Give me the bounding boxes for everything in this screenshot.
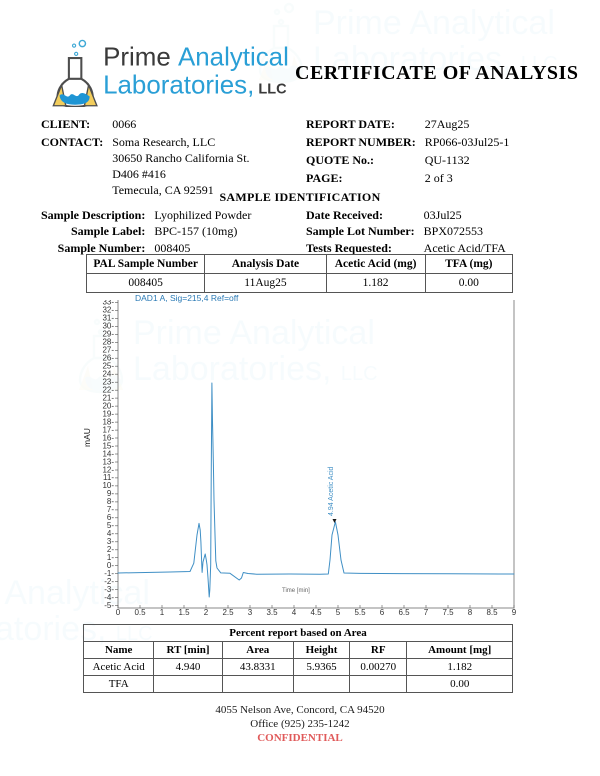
svg-text:0-: 0- [107,561,114,570]
svg-text:27-: 27- [102,346,114,355]
svg-text:30-: 30- [102,322,114,331]
svg-text:21-: 21- [102,393,114,402]
svg-text:5.5: 5.5 [354,608,366,616]
svg-text:2: 2 [204,608,209,616]
svg-text:-2-: -2- [104,577,114,586]
svg-text:7.5: 7.5 [442,608,454,616]
svg-text:4.94 Acetic Acid: 4.94 Acetic Acid [328,466,335,516]
svg-text:14-: 14- [102,449,114,458]
svg-text:29-: 29- [102,330,114,339]
svg-text:5: 5 [336,608,341,616]
svg-text:31-: 31- [102,314,114,323]
svg-text:12-: 12- [102,465,114,474]
svg-text:7: 7 [424,608,429,616]
svg-text:11-: 11- [103,473,114,482]
svg-text:20-: 20- [102,401,114,410]
svg-text:9-: 9- [107,489,114,498]
svg-text:23-: 23- [102,378,114,387]
svg-text:5-: 5- [107,521,114,530]
svg-text:6: 6 [380,608,385,616]
svg-text:-3-: -3- [104,585,114,594]
svg-text:6-: 6- [107,513,114,522]
svg-text:0.5: 0.5 [134,608,146,616]
svg-text:33-: 33- [102,300,114,307]
svg-text:4-: 4- [107,529,114,538]
svg-text:3.5: 3.5 [266,608,278,616]
svg-text:4: 4 [292,608,297,616]
svg-text:-5-: -5- [104,601,114,610]
svg-text:1-: 1- [107,553,114,562]
svg-text:17-: 17- [102,425,114,434]
svg-text:10-: 10- [102,481,114,490]
svg-text:16-: 16- [102,433,114,442]
svg-text:7-: 7- [107,505,114,514]
svg-text:32-: 32- [102,306,114,315]
svg-text:2.5: 2.5 [222,608,234,616]
svg-text:8: 8 [468,608,473,616]
svg-text:19-: 19- [102,409,114,418]
svg-text:0: 0 [116,608,121,616]
svg-text:8-: 8- [107,497,114,506]
svg-text:28-: 28- [102,338,114,347]
svg-text:-1-: -1- [104,569,114,578]
svg-text:9: 9 [512,608,517,616]
svg-text:22-: 22- [102,386,114,395]
svg-text:4.5: 4.5 [310,608,322,616]
svg-text:15-: 15- [102,441,114,450]
svg-text:13-: 13- [102,457,114,466]
svg-text:8.5: 8.5 [486,608,498,616]
svg-text:18-: 18- [102,417,114,426]
svg-text:Prime Analytical: Prime Analytical [103,43,289,71]
svg-text:26-: 26- [102,354,114,363]
svg-text:1: 1 [160,608,165,616]
svg-text:2-: 2- [107,545,114,554]
svg-text:-4-: -4- [104,593,114,602]
svg-text:3: 3 [248,608,253,616]
svg-text:Laboratories, LLC: Laboratories, LLC [103,71,287,99]
svg-text:6.5: 6.5 [398,608,410,616]
svg-text:24-: 24- [102,370,114,379]
svg-text:3-: 3- [107,537,114,546]
svg-text:1.5: 1.5 [178,608,190,616]
svg-text:25-: 25- [102,362,114,371]
